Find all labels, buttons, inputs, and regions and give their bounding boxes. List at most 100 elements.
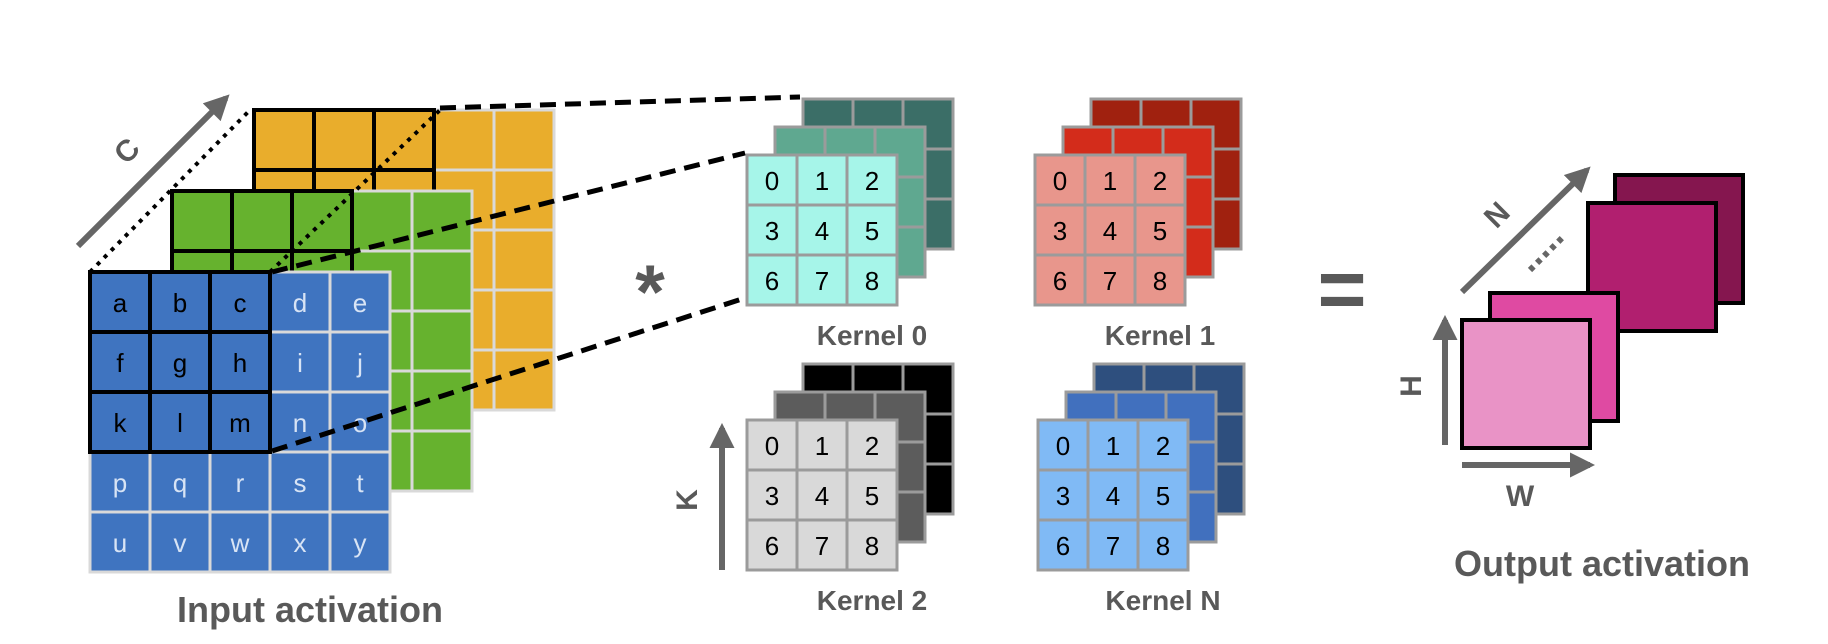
- input-cell: [410, 189, 474, 253]
- input-cell: [410, 429, 474, 493]
- kernel-weight-index: 2: [865, 431, 879, 461]
- input-cell-letter: w: [230, 528, 250, 558]
- input-cell: [492, 168, 556, 232]
- kernel-cell: [1036, 518, 1090, 572]
- input-cell: [328, 330, 392, 394]
- kernel-weight-index: 3: [1053, 216, 1067, 246]
- input-cell-letter: x: [294, 528, 307, 558]
- kernel-weight-index: 5: [865, 216, 879, 246]
- input-cell-letter: g: [173, 348, 187, 378]
- kernel-label: Kernel N: [1105, 585, 1220, 616]
- receptive-window-cell: [208, 390, 272, 454]
- output-activation: [1460, 173, 1745, 450]
- input-cell-letter: f: [116, 348, 124, 378]
- kernel-front-layer: [1036, 418, 1190, 572]
- equals-sign: =: [1317, 242, 1366, 336]
- kernel-cell: [745, 518, 799, 572]
- kernel-weight-index: 0: [765, 166, 779, 196]
- kernel-weight-index: 8: [1156, 531, 1170, 561]
- input-depth-edge-top: [88, 108, 252, 274]
- output-feature-map-3: [1460, 318, 1592, 450]
- kernel-label: Kernel 1: [1105, 320, 1216, 351]
- kernel-cell: [1033, 253, 1087, 307]
- input-cell: [88, 510, 152, 574]
- input-cell-letter: v: [174, 528, 187, 558]
- channel-axis-label: C: [108, 132, 147, 171]
- kernel-front-layer: [745, 418, 899, 572]
- kernel-weight-index: 3: [765, 216, 779, 246]
- input-cell-letter: o: [353, 408, 367, 438]
- input-cell-letter: m: [229, 408, 251, 438]
- kernel-weight-index: 6: [1056, 531, 1070, 561]
- kernel-front-layer: [1033, 153, 1187, 307]
- output-ellipsis: [1527, 235, 1565, 273]
- input-cell: [328, 270, 392, 334]
- kernel-2: 0 1 2 3 4 5 6 7 8 Kernel 2: [745, 362, 955, 616]
- kernel-cell: [845, 253, 899, 307]
- input-cell-letter: u: [113, 528, 127, 558]
- input-cell: [148, 270, 212, 334]
- input-cell: [312, 108, 376, 172]
- input-cell: [268, 510, 332, 574]
- input-activation-label: Input activation: [177, 589, 443, 630]
- kernel-3: 0 1 2 3 4 5 6 7 8 Kernel N: [1036, 362, 1246, 616]
- input-cell-letter: i: [297, 348, 303, 378]
- kernel-weight-index: 2: [865, 166, 879, 196]
- output-count-arrow: [1459, 166, 1591, 295]
- kernel-axis-label: K: [671, 489, 704, 511]
- input-cell-letter: e: [353, 288, 367, 318]
- input-cell-letter: r: [236, 468, 245, 498]
- kernel-cell: [795, 518, 849, 572]
- input-cell: [410, 309, 474, 373]
- kernel-weight-index: 1: [1103, 166, 1117, 196]
- kernel-weight-index: 4: [815, 216, 829, 246]
- input-cell-letter: n: [293, 408, 307, 438]
- input-activation: a b c d e f g h i j k l m n o p q r s t u v w x y: [88, 108, 556, 574]
- input-cell: [432, 108, 496, 172]
- kernel-label: Kernel 2: [817, 585, 928, 616]
- input-cell: [372, 108, 436, 172]
- kernel-weight-index: 8: [1153, 266, 1167, 296]
- kernel-weight-index: 3: [765, 481, 779, 511]
- kernel-weight-index: 7: [1103, 266, 1117, 296]
- input-cell: [492, 228, 556, 292]
- kernel-label: Kernel 0: [817, 320, 928, 351]
- input-cell: [208, 330, 272, 394]
- kernel-weight-index: 3: [1056, 481, 1070, 511]
- kernel-weight-index: 6: [1053, 266, 1067, 296]
- kernel-weight-index: 8: [865, 531, 879, 561]
- channel-axis-arrow: [75, 94, 230, 249]
- convolution-operator: *: [635, 250, 665, 335]
- input-cell-letter: q: [173, 468, 187, 498]
- kernel-weight-index: 8: [865, 266, 879, 296]
- kernel-weight-index: 1: [815, 166, 829, 196]
- kernel-weight-index: 5: [865, 481, 879, 511]
- kernel-1: 0 1 2 3 4 5 6 7 8 Kernel 1: [1033, 97, 1243, 351]
- kernel-weight-index: 1: [815, 431, 829, 461]
- receptive-field-line-2: [271, 150, 746, 275]
- kernel-weight-index: 5: [1153, 216, 1167, 246]
- kernel-weight-index: 4: [1106, 481, 1120, 511]
- input-cell: [328, 510, 392, 574]
- input-cell: [410, 249, 474, 313]
- input-cell-letter: y: [354, 528, 367, 558]
- receptive-field-line-1: [439, 94, 801, 111]
- kernel-weight-index: 0: [1056, 431, 1070, 461]
- receptive-field-line-3: [271, 295, 746, 454]
- input-cell: [492, 348, 556, 412]
- input-cell: [252, 108, 316, 172]
- output-activation-label: Output activation: [1454, 543, 1750, 584]
- kernel-weight-index: 4: [1103, 216, 1117, 246]
- output-height-label: H: [1395, 375, 1428, 397]
- kernel-cell: [845, 153, 899, 207]
- input-cell: [230, 189, 294, 253]
- output-count-label: N: [1478, 196, 1517, 235]
- input-cell-letter: b: [173, 288, 187, 318]
- kernel-cell: [1136, 418, 1190, 472]
- input-cell-letter: h: [233, 348, 247, 378]
- input-cell: [492, 288, 556, 352]
- kernel-weight-index: 6: [765, 531, 779, 561]
- input-cell: [492, 108, 556, 172]
- input-cell-letter: s: [294, 468, 307, 498]
